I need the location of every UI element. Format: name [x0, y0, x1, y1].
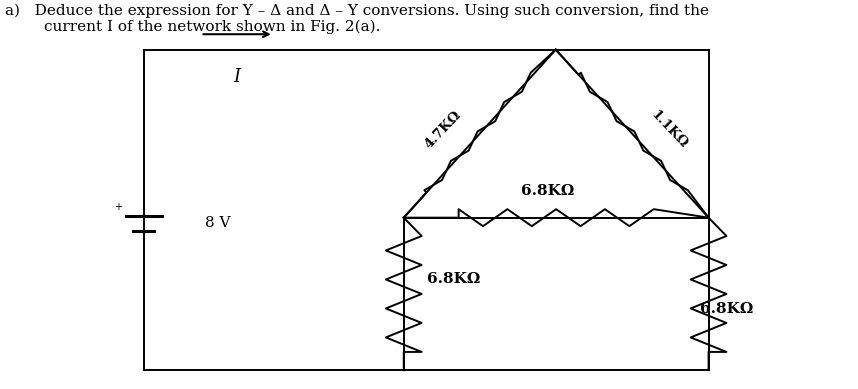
Text: 1.1KΩ: 1.1KΩ — [648, 109, 690, 151]
Text: 8 V: 8 V — [204, 216, 230, 230]
Text: I: I — [233, 68, 241, 86]
Text: a)   Deduce the expression for Y – Δ and Δ – Y conversions. Using such conversio: a) Deduce the expression for Y – Δ and Δ… — [5, 4, 710, 34]
Text: 6.8KΩ: 6.8KΩ — [522, 184, 575, 198]
Text: 6.8KΩ: 6.8KΩ — [700, 302, 753, 316]
Text: +: + — [113, 202, 122, 212]
Text: 6.8KΩ: 6.8KΩ — [426, 272, 480, 286]
Text: 4.7KΩ: 4.7KΩ — [422, 109, 464, 151]
